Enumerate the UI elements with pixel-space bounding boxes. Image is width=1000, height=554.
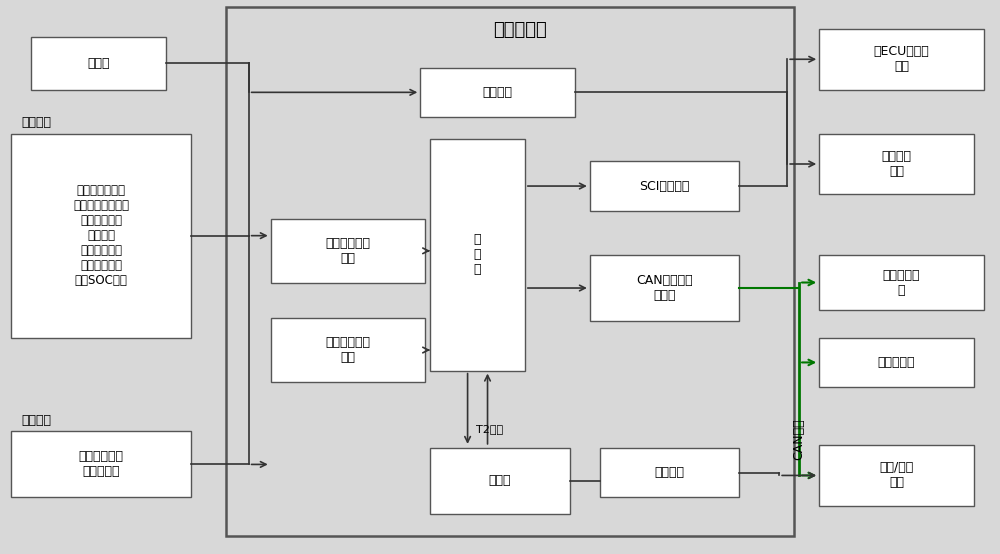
Text: CAN总线收发
器模块: CAN总线收发 器模块 <box>636 274 693 302</box>
Bar <box>271 319 425 382</box>
Bar <box>11 134 191 337</box>
Text: 驱动模块: 驱动模块 <box>655 466 685 479</box>
Bar <box>590 161 739 211</box>
Bar <box>819 337 974 387</box>
Text: 标定诊断
系统: 标定诊断 系统 <box>881 150 911 178</box>
Bar <box>226 7 794 536</box>
Text: 各ECU及传感
器等: 各ECU及传感 器等 <box>874 45 929 73</box>
Bar <box>430 448 570 514</box>
Text: 电源模块: 电源模块 <box>483 86 513 99</box>
Bar <box>600 448 739 497</box>
Text: 模拟信号: 模拟信号 <box>21 116 51 129</box>
Text: 点火开关信号
转向信号等: 点火开关信号 转向信号等 <box>79 450 124 479</box>
Text: T2通讯: T2通讯 <box>476 424 504 434</box>
Text: 主
芯
片: 主 芯 片 <box>474 233 481 276</box>
Text: 数字信号: 数字信号 <box>21 414 51 427</box>
Text: 模拟信号处理
模块: 模拟信号处理 模块 <box>325 237 370 265</box>
Bar <box>31 37 166 90</box>
Bar <box>430 139 525 371</box>
Text: 功率/开关
器件: 功率/开关 器件 <box>879 461 914 489</box>
Bar <box>819 134 974 194</box>
Text: 副芯片: 副芯片 <box>489 474 511 488</box>
Text: 电机控制器: 电机控制器 <box>878 356 915 369</box>
Text: 数字信号处理
模块: 数字信号处理 模块 <box>325 336 370 364</box>
Text: 整车控制器: 整车控制器 <box>493 20 547 39</box>
Bar <box>11 432 191 497</box>
Bar <box>819 29 984 90</box>
Bar <box>819 255 984 310</box>
Text: CAN总线: CAN总线 <box>793 419 806 460</box>
Text: SCI通讯模块: SCI通讯模块 <box>639 179 690 193</box>
Text: 节气门位置信号
节气门变化率信号
制动踏板信号
车速信号
电机温度信号
电池电压信号
电池SOC信号: 节气门位置信号 节气门变化率信号 制动踏板信号 车速信号 电机温度信号 电池电压… <box>73 184 129 287</box>
Bar <box>271 219 425 283</box>
Text: 蓄电池: 蓄电池 <box>87 57 110 70</box>
Bar <box>819 445 974 506</box>
Bar <box>590 255 739 321</box>
Text: 能量管理系
统: 能量管理系 统 <box>883 269 920 296</box>
Bar <box>420 68 575 117</box>
